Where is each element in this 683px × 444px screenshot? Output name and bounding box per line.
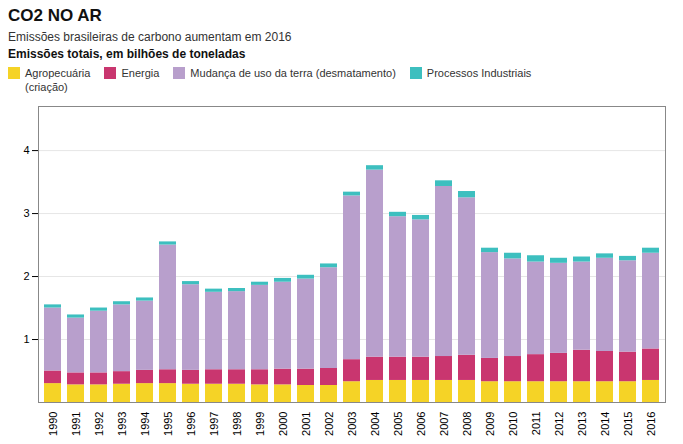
svg-text:1994: 1994 bbox=[139, 412, 151, 436]
svg-text:1997: 1997 bbox=[208, 412, 220, 436]
svg-text:2016: 2016 bbox=[645, 412, 657, 436]
svg-text:1996: 1996 bbox=[185, 412, 197, 436]
svg-text:2004: 2004 bbox=[369, 412, 381, 436]
html-text:Emissões totais, em bilhões de: Emissões totais, em bilhões de toneladas bbox=[8, 47, 246, 61]
html-text:Mudança de uso da terra (desma: Mudança de uso da terra (desmatamento) bbox=[190, 67, 396, 79]
svg-text:2002: 2002 bbox=[323, 412, 335, 436]
svg-text:2011: 2011 bbox=[530, 412, 542, 436]
svg-text:2005: 2005 bbox=[392, 412, 404, 436]
svg-text:2013: 2013 bbox=[576, 412, 588, 436]
html-text:Emissões brasileiras de carbon: Emissões brasileiras de carbono aumentam… bbox=[8, 30, 292, 44]
svg-text:2010: 2010 bbox=[507, 412, 519, 436]
svg-text:2008: 2008 bbox=[461, 412, 473, 436]
html-text:Agropecuária (criação): Agropecuária (criação) bbox=[25, 67, 91, 93]
svg-text:1998: 1998 bbox=[231, 412, 243, 436]
svg-text:2: 2 bbox=[23, 270, 29, 282]
svg-text:2014: 2014 bbox=[599, 412, 611, 436]
svg-text:1991: 1991 bbox=[70, 412, 82, 436]
svg-text:2003: 2003 bbox=[346, 412, 358, 436]
svg-text:2009: 2009 bbox=[484, 412, 496, 436]
svg-text:1: 1 bbox=[23, 333, 29, 345]
svg-text:1990: 1990 bbox=[47, 412, 59, 436]
svg-text:2001: 2001 bbox=[300, 412, 312, 436]
svg-text:1995: 1995 bbox=[162, 412, 174, 436]
svg-text:2015: 2015 bbox=[622, 412, 634, 436]
svg-text:2000: 2000 bbox=[277, 412, 289, 436]
svg-text:1993: 1993 bbox=[116, 412, 128, 436]
svg-text:3: 3 bbox=[23, 207, 29, 219]
svg-text:2006: 2006 bbox=[415, 412, 427, 436]
svg-text:1999: 1999 bbox=[254, 412, 266, 436]
svg-text:2007: 2007 bbox=[438, 412, 450, 436]
html-text:Processos Industriais: Processos Industriais bbox=[426, 67, 532, 79]
svg-text:2012: 2012 bbox=[553, 412, 565, 436]
html-text:CO2 NO AR: CO2 NO AR bbox=[8, 6, 102, 25]
svg-text:4: 4 bbox=[23, 144, 29, 156]
html-text:Energia: Energia bbox=[121, 67, 160, 79]
svg-text:1992: 1992 bbox=[93, 412, 105, 436]
